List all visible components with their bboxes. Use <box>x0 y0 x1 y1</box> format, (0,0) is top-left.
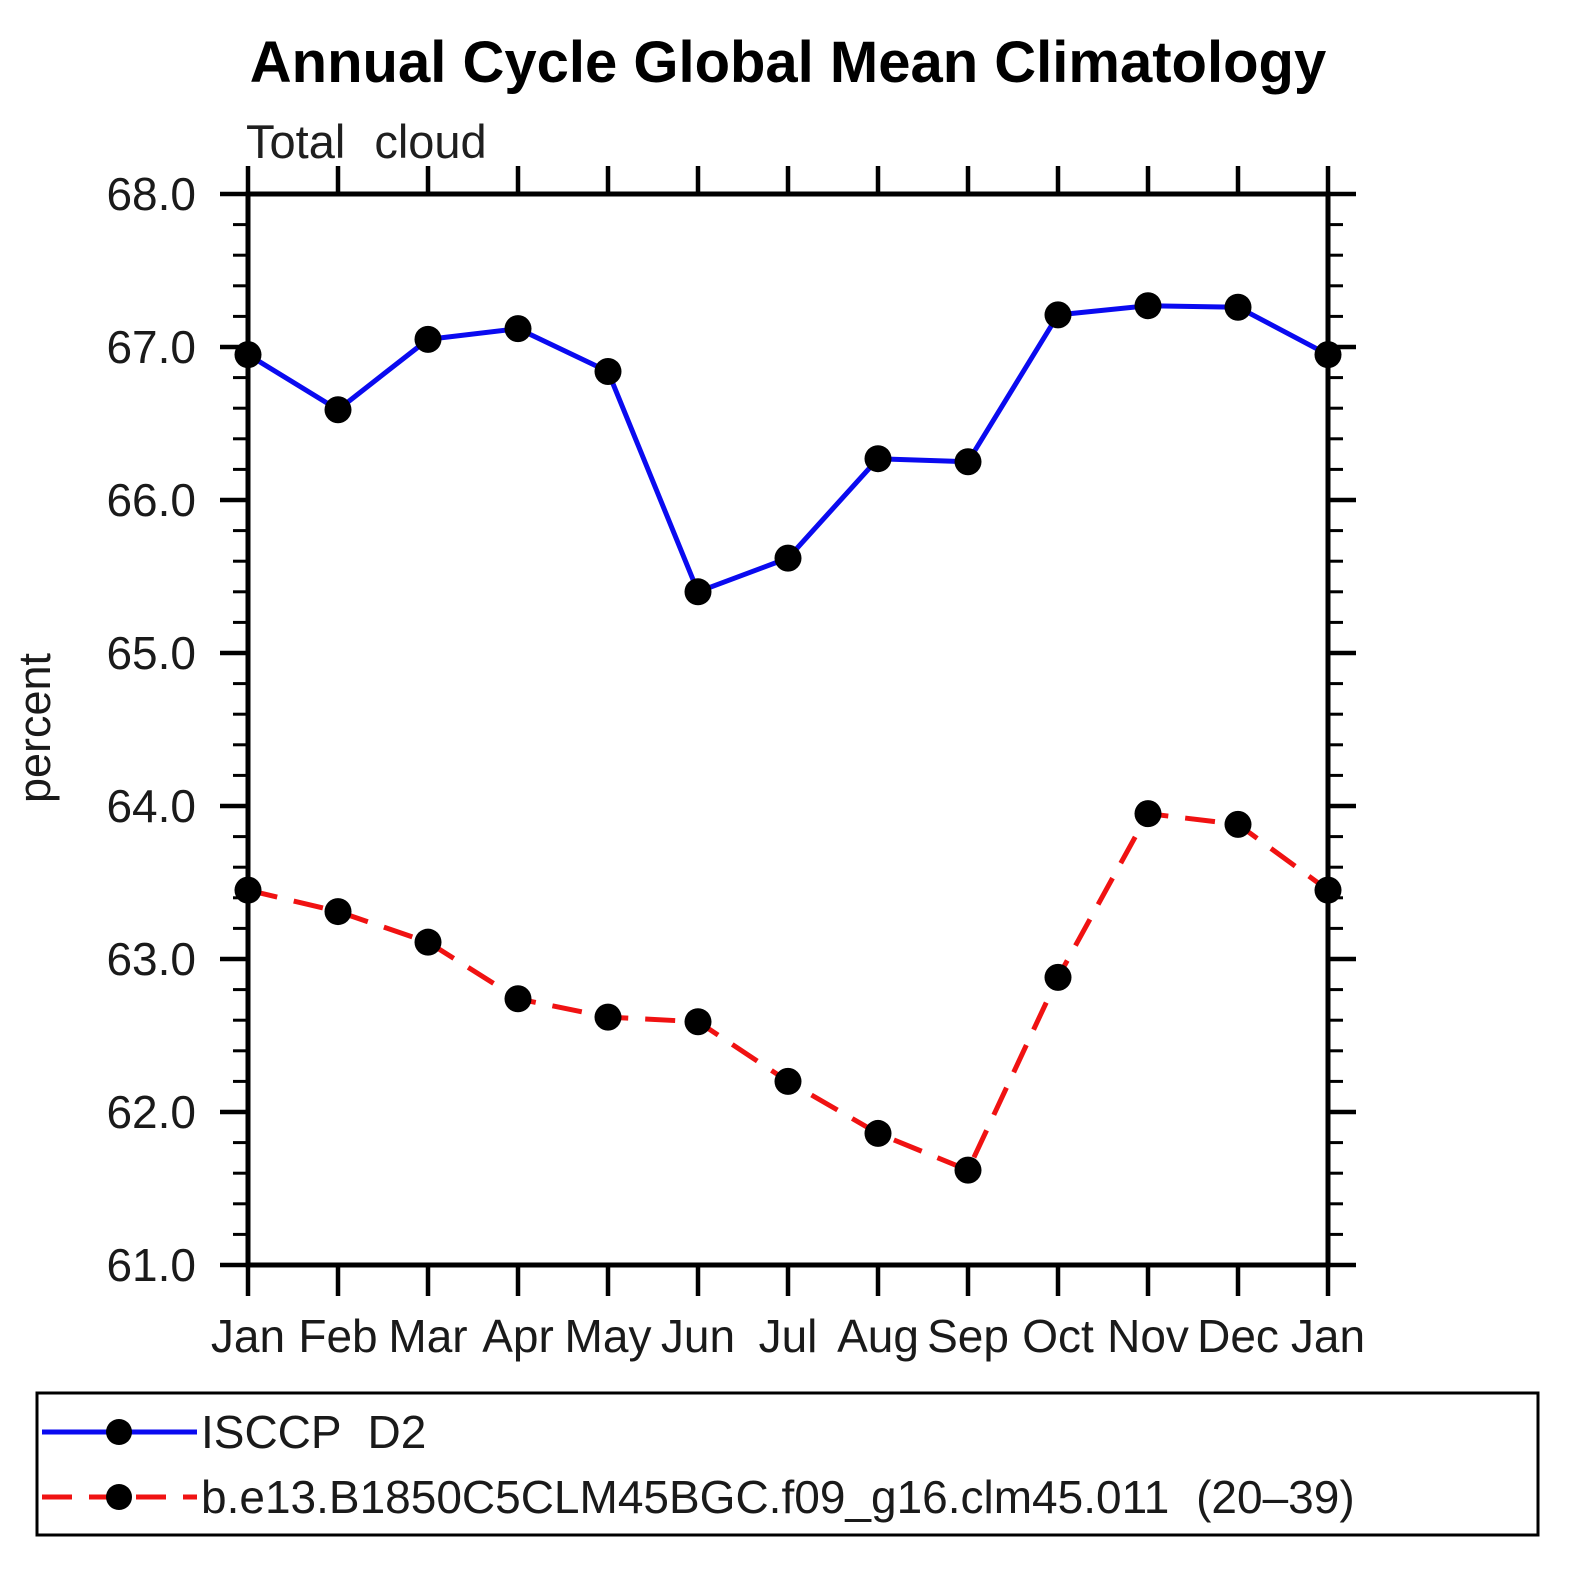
series-0-marker <box>954 448 982 476</box>
series-1-marker <box>594 1003 622 1031</box>
series-1-marker <box>1044 963 1072 991</box>
y-tick-label: 65.0 <box>106 627 196 679</box>
x-tick-label: Jan <box>211 1310 285 1362</box>
y-tick-label: 63.0 <box>106 933 196 985</box>
series-0-marker <box>324 396 352 424</box>
x-tick-label: Oct <box>1022 1310 1094 1362</box>
series-1-marker <box>414 928 442 956</box>
x-tick-label: Mar <box>388 1310 467 1362</box>
series-0-marker <box>234 341 262 369</box>
chart-title: Annual Cycle Global Mean Climatology <box>250 30 1326 95</box>
series-1-marker <box>954 1156 982 1184</box>
series-line-1 <box>247 811 1330 1173</box>
series-1-marker <box>864 1119 892 1147</box>
y-tick-label: 62.0 <box>106 1086 196 1138</box>
series-0-marker <box>594 357 622 385</box>
x-tick-labels: Jan Feb Mar Apr May Jun Jul Aug Sep Oct … <box>211 1310 1365 1362</box>
series-0-marker <box>774 544 802 572</box>
series-1-marker <box>1224 810 1252 838</box>
legend-label-model: b.e13.B1850C5CLM45BGC.f09_g16.clm45.011 … <box>201 1471 1355 1523</box>
x-tick-label: Nov <box>1107 1310 1189 1362</box>
plot-frame <box>245 191 1331 1268</box>
series-0-marker <box>1224 293 1252 321</box>
legend: ISCCP D2 b.e13.B1850C5CLM45BGC.f09_g16.c… <box>35 1391 1540 1537</box>
series-1-marker <box>1134 800 1162 828</box>
x-tick-label: Apr <box>482 1310 554 1362</box>
series-0-marker <box>864 445 892 473</box>
y-tick-label: 61.0 <box>106 1239 196 1291</box>
axis-ticks <box>220 166 1356 1296</box>
x-tick-label: Jan <box>1291 1310 1365 1362</box>
series-0-marker <box>414 325 442 353</box>
y-tick-label: 64.0 <box>106 780 196 832</box>
y-tick-label: 68.0 <box>106 168 196 220</box>
x-tick-label: Feb <box>298 1310 377 1362</box>
series-1-marker <box>504 985 532 1013</box>
series-0-marker <box>504 315 532 343</box>
y-tick-label: 67.0 <box>106 321 196 373</box>
x-tick-label: Jun <box>661 1310 735 1362</box>
chart-subtitle: Total cloud <box>246 115 487 168</box>
data-series <box>234 292 1342 1184</box>
series-0-marker <box>684 578 712 606</box>
y-tick-label: 66.0 <box>106 474 196 526</box>
legend-box <box>35 1391 1540 1537</box>
series-1-marker <box>684 1008 712 1036</box>
series-1-marker <box>1314 876 1342 904</box>
x-tick-label: Sep <box>927 1310 1009 1362</box>
y-tick-labels: 61.0 62.0 63.0 64.0 65.0 66.0 67.0 68.0 <box>106 168 196 1291</box>
legend-marker-dot <box>106 1419 132 1445</box>
x-tick-label: May <box>565 1310 652 1362</box>
y-axis-label: percent <box>9 652 60 803</box>
series-0-marker <box>1314 341 1342 369</box>
series-1-marker <box>234 876 262 904</box>
series-1-marker <box>324 898 352 926</box>
x-tick-label: Jul <box>759 1310 818 1362</box>
series-0-marker <box>1044 301 1072 329</box>
legend-marker-dot <box>106 1484 132 1510</box>
legend-label-isccp: ISCCP D2 <box>201 1406 426 1458</box>
series-0-marker <box>1134 292 1162 320</box>
x-tick-label: Aug <box>837 1310 919 1362</box>
series-1-marker <box>774 1067 802 1095</box>
x-tick-label: Dec <box>1197 1310 1279 1362</box>
